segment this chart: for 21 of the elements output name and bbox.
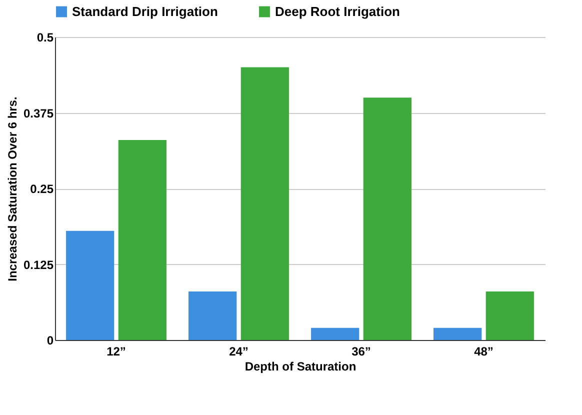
bar xyxy=(363,98,412,340)
x-axis-title: Depth of Saturation xyxy=(244,360,356,374)
legend-label: Standard Drip Irrigation xyxy=(72,4,218,19)
x-tick-label: 12” xyxy=(106,344,126,358)
y-tick-label: 0.5 xyxy=(36,30,54,44)
bar xyxy=(66,230,114,340)
y-axis-title: Increased Saturation Over 6 hrs. xyxy=(5,96,20,282)
x-tick-label: 48” xyxy=(474,344,494,358)
y-tick-label: 0.25 xyxy=(30,182,54,196)
x-tick-label: 24” xyxy=(229,344,248,358)
bar xyxy=(486,292,534,340)
bar xyxy=(311,328,360,340)
bar xyxy=(434,328,482,340)
bar xyxy=(118,140,166,340)
legend-label: Deep Root Irrigation xyxy=(275,4,400,19)
y-tick-label: 0.375 xyxy=(23,106,54,120)
y-tick-label: 0.125 xyxy=(23,258,54,272)
y-tick-label: 0 xyxy=(46,334,54,348)
bar xyxy=(188,292,237,340)
x-tick-label: 36” xyxy=(352,344,371,358)
bar xyxy=(240,67,289,340)
